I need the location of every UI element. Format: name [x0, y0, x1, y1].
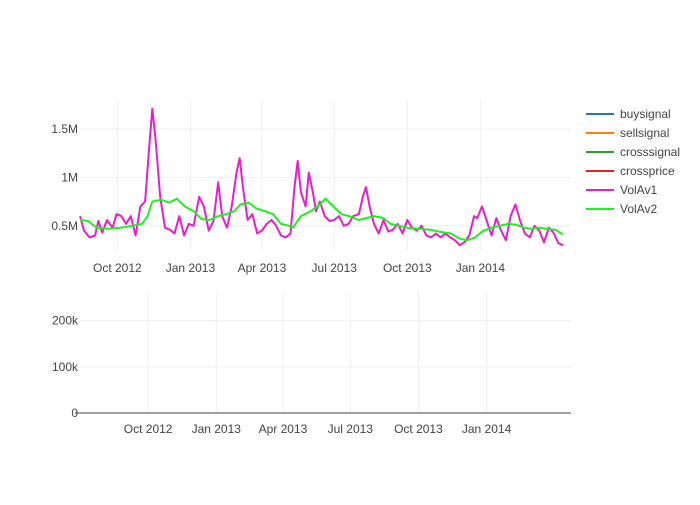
x-tick-label: Jan 2013: [166, 261, 216, 275]
series-line-volav1: [79, 107, 564, 247]
legend-item-label: crossprice: [620, 164, 675, 178]
legend-item-label: buysignal: [620, 107, 671, 121]
legend-item-label: VolAv2: [620, 202, 657, 216]
y-tick-label: 100k: [52, 360, 79, 374]
top-panel-series: [79, 107, 564, 247]
x-tick-label: Jan 2013: [192, 422, 242, 436]
legend-item-label: VolAv1: [620, 183, 657, 197]
bottom-panel-grid: [80, 293, 571, 413]
legend: buysignal sellsignal crosssignal crossprice…: [586, 107, 680, 216]
x-tick-label: Apr 2013: [238, 261, 287, 275]
x-tick-label: Jul 2013: [312, 261, 358, 275]
y-tick-label: 0: [71, 406, 78, 420]
x-tick-label: Jul 2013: [328, 422, 374, 436]
x-tick-label: Jan 2014: [462, 422, 512, 436]
bottom-panel-ticks: Oct 2012 Jan 2013 Apr 2013 Jul 2013 Oct 2013…: [52, 314, 512, 436]
y-tick-label: 200k: [52, 314, 79, 328]
x-tick-label: Jan 2014: [456, 261, 506, 275]
series-line-volav2: [79, 197, 564, 242]
x-tick-label: Oct 2012: [124, 422, 173, 436]
x-tick-label: Apr 2013: [259, 422, 308, 436]
top-panel-ticks: Oct 2012 Jan 2013 Apr 2013 Jul 2013 Oct 2013…: [51, 122, 505, 275]
y-tick-label: 1.5M: [51, 122, 78, 136]
y-tick-label: 0.5M: [51, 219, 78, 233]
x-tick-label: Oct 2013: [394, 422, 443, 436]
legend-item-label: crosssignal: [620, 145, 680, 159]
x-tick-label: Oct 2012: [93, 261, 142, 275]
y-tick-label: 1M: [61, 170, 78, 184]
legend-item-label: sellsignal: [620, 126, 669, 140]
x-tick-label: Oct 2013: [383, 261, 432, 275]
top-panel-grid: [80, 100, 571, 250]
